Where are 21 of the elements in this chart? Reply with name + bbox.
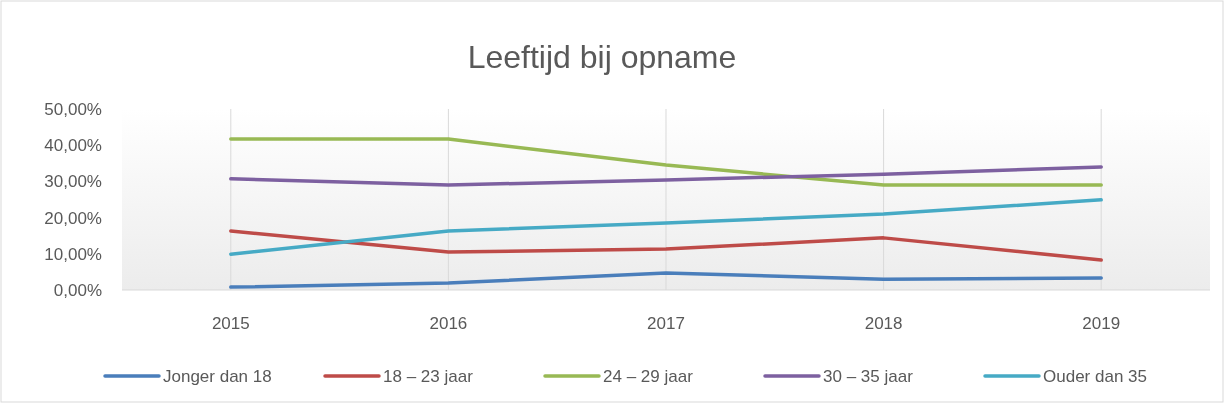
line-series (229, 229, 1103, 262)
y-tick-label: 40,00% (44, 136, 102, 156)
x-tick-label: 2019 (1082, 314, 1121, 333)
chart-title: Leeftijd bij opname (467, 39, 737, 75)
y-tick-label: 0,00% (53, 280, 102, 300)
line-series (229, 271, 1103, 289)
x-tick-label: 2015 (211, 314, 250, 333)
legend-label: 24 – 29 jaar (603, 366, 694, 386)
y-tick-label: 20,00% (44, 208, 102, 228)
x-tick-label: 2016 (429, 314, 468, 333)
legend-label: Ouder dan 35 (1043, 366, 1147, 386)
line-series (229, 165, 1103, 187)
legend-label: Jonger dan 18 (163, 366, 272, 386)
x-tick-label: 2017 (647, 314, 685, 333)
x-tick-label: 2018 (864, 314, 903, 333)
y-tick-label: 30,00% (44, 172, 102, 192)
y-tick-label: 10,00% (44, 244, 102, 264)
line-series (229, 198, 1103, 256)
legend-label: 18 – 23 jaar (383, 366, 474, 386)
legend-label: 30 – 35 jaar (823, 366, 914, 386)
y-tick-label: 50,00% (44, 99, 102, 119)
